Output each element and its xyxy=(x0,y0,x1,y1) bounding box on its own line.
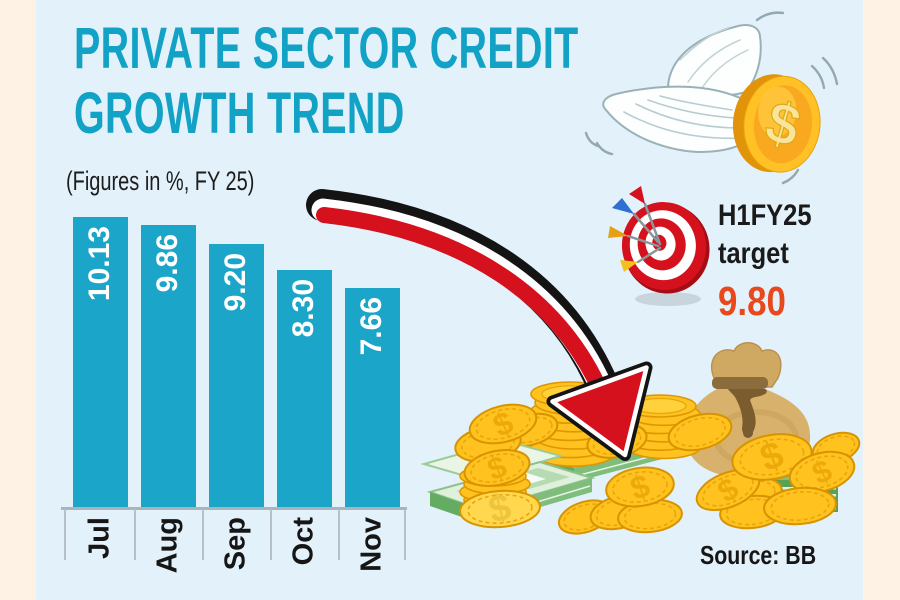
axis-separator xyxy=(404,509,406,560)
bar-category-label: Jul xyxy=(83,517,116,559)
bar-category-label: Aug xyxy=(151,517,184,574)
bar-category-label: Oct xyxy=(287,517,320,566)
target-caption-line2: target xyxy=(718,237,789,270)
bar-value-label: 9.86 xyxy=(151,234,184,293)
title-line-2: GROWTH TREND xyxy=(74,81,405,146)
bar-value-label: 8.30 xyxy=(287,279,320,338)
axis-separator xyxy=(134,509,136,560)
page-title: PRIVATE SECTOR CREDIT GROWTH TREND xyxy=(74,16,579,146)
bar: 9.86 xyxy=(140,225,196,509)
bar-category-label: Sep xyxy=(219,517,252,571)
axis-baseline xyxy=(61,507,407,510)
axis-separator xyxy=(202,509,204,560)
chart-unit-note: (Figures in %, FY 25) xyxy=(66,166,255,196)
source-credit: Source: BB xyxy=(700,540,817,570)
axis-separator xyxy=(64,509,66,560)
bar-value-label: 7.66 xyxy=(355,297,388,356)
bar: 9.20 xyxy=(208,244,264,509)
target-caption: H1FY25 target 9.80 xyxy=(718,197,828,325)
axis-separator xyxy=(338,509,340,560)
target-value: 9.80 xyxy=(718,278,786,324)
bar: 8.30 xyxy=(276,270,332,509)
bar: 7.66 xyxy=(344,288,400,509)
bar-value-label: 10.13 xyxy=(83,226,116,302)
title-line-1: PRIVATE SECTOR CREDIT xyxy=(74,16,579,81)
bar: 10.13 xyxy=(72,217,128,509)
bar-value-label: 9.20 xyxy=(219,253,252,312)
bar-category-label: Nov xyxy=(355,517,388,572)
target-caption-line1: H1FY25 xyxy=(718,199,812,232)
axis-separator xyxy=(270,509,272,560)
